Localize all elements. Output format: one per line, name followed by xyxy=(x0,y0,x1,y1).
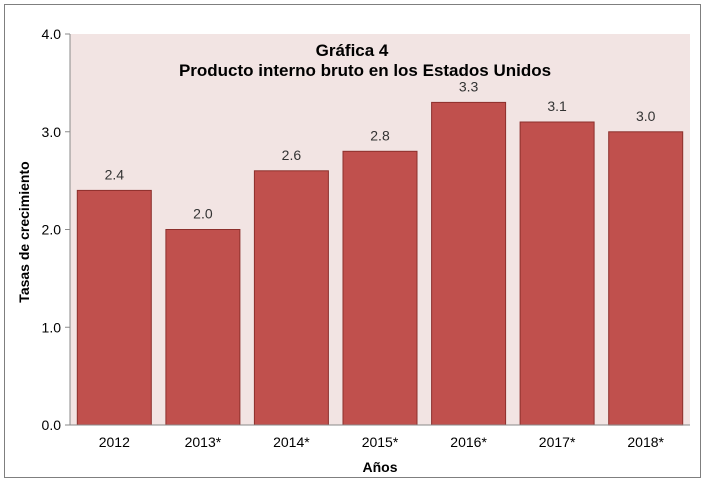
bar-series xyxy=(76,101,684,426)
data-labels: 2.4 2.0 2.6 2.8 3.3 3.1 3.0 xyxy=(105,78,656,221)
y-tick-label: 2.0 xyxy=(42,222,62,238)
y-axis-ticks: 0.0 1.0 2.0 3.0 4.0 xyxy=(42,26,70,433)
y-axis-title: Tasas de crecimiento xyxy=(16,161,32,302)
x-axis-ticks: 2012 2013* 2014* 2015* 2016* 2017* 2018* xyxy=(99,434,665,450)
x-tick-label: 2015* xyxy=(362,434,399,450)
y-tick-label: 0.0 xyxy=(42,417,62,433)
x-tick-label: 2014* xyxy=(273,434,310,450)
data-label: 2.4 xyxy=(105,166,125,182)
x-tick-label: 2018* xyxy=(627,434,664,450)
bar-2013 xyxy=(165,229,241,426)
chart-subtitle: Producto interno bruto en los Estados Un… xyxy=(179,61,551,80)
bar-2014 xyxy=(253,170,329,426)
x-tick-label: 2012 xyxy=(99,434,130,450)
bar-2012 xyxy=(76,189,152,426)
x-tick-label: 2017* xyxy=(539,434,576,450)
x-axis-title: Años xyxy=(363,459,398,475)
bar-2017 xyxy=(519,121,595,426)
data-label: 2.6 xyxy=(282,147,302,163)
bar-2015 xyxy=(342,150,418,426)
data-label: 2.8 xyxy=(370,127,390,143)
data-label: 2.0 xyxy=(193,206,213,222)
chart-title: Gráfica 4 xyxy=(316,41,389,60)
data-label: 3.3 xyxy=(459,78,479,94)
y-tick-label: 3.0 xyxy=(42,124,62,140)
x-tick-label: 2013* xyxy=(185,434,222,450)
bar-2018 xyxy=(608,131,684,426)
x-tick-label: 2016* xyxy=(450,434,487,450)
bar-2016 xyxy=(431,101,507,426)
data-label: 3.0 xyxy=(636,108,656,124)
y-tick-label: 1.0 xyxy=(42,319,62,335)
y-tick-label: 4.0 xyxy=(42,26,62,42)
data-label: 3.1 xyxy=(547,98,567,114)
